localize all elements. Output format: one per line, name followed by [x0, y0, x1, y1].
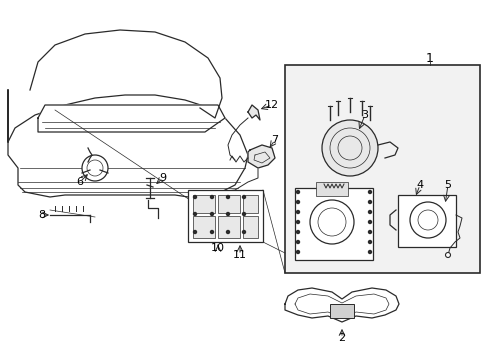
Circle shape: [210, 230, 213, 234]
Circle shape: [193, 230, 196, 234]
Circle shape: [368, 211, 371, 213]
Polygon shape: [285, 288, 398, 322]
Polygon shape: [247, 145, 274, 168]
Text: 2: 2: [338, 333, 345, 343]
Circle shape: [368, 220, 371, 224]
Text: 3: 3: [361, 110, 368, 120]
Text: 4: 4: [416, 180, 423, 190]
Bar: [218, 195, 240, 213]
Bar: [329, 304, 353, 318]
Text: 12: 12: [264, 100, 279, 110]
Bar: [218, 216, 240, 238]
Text: 8: 8: [39, 210, 45, 220]
Circle shape: [226, 230, 229, 234]
Circle shape: [296, 190, 299, 194]
Bar: [294, 188, 372, 260]
Bar: [315, 182, 347, 196]
Circle shape: [82, 155, 108, 181]
Text: 7: 7: [271, 135, 278, 145]
Bar: [285, 65, 479, 273]
Circle shape: [226, 212, 229, 216]
Text: 6: 6: [76, 177, 83, 187]
Circle shape: [296, 220, 299, 224]
Text: 11: 11: [232, 250, 246, 260]
Circle shape: [296, 211, 299, 213]
Circle shape: [193, 212, 196, 216]
Circle shape: [321, 120, 377, 176]
Circle shape: [296, 240, 299, 243]
Polygon shape: [247, 105, 260, 120]
Circle shape: [368, 251, 371, 253]
Circle shape: [210, 195, 213, 198]
Circle shape: [368, 190, 371, 194]
Circle shape: [242, 195, 245, 198]
Circle shape: [193, 195, 196, 198]
Circle shape: [368, 201, 371, 203]
Circle shape: [296, 230, 299, 234]
Text: 10: 10: [210, 243, 224, 253]
Bar: [397, 195, 455, 247]
Polygon shape: [8, 90, 247, 198]
Text: 5: 5: [444, 180, 450, 190]
Bar: [193, 216, 215, 238]
Circle shape: [226, 195, 229, 198]
Bar: [187, 190, 263, 242]
Circle shape: [368, 230, 371, 234]
Circle shape: [296, 251, 299, 253]
Circle shape: [242, 230, 245, 234]
Circle shape: [296, 201, 299, 203]
Bar: [243, 216, 258, 238]
Bar: [243, 195, 258, 213]
Text: 1: 1: [425, 51, 433, 64]
Circle shape: [368, 240, 371, 243]
Text: 9: 9: [159, 173, 166, 183]
Circle shape: [445, 252, 449, 257]
Polygon shape: [38, 105, 224, 132]
Bar: [193, 195, 215, 213]
Circle shape: [242, 212, 245, 216]
Circle shape: [210, 212, 213, 216]
